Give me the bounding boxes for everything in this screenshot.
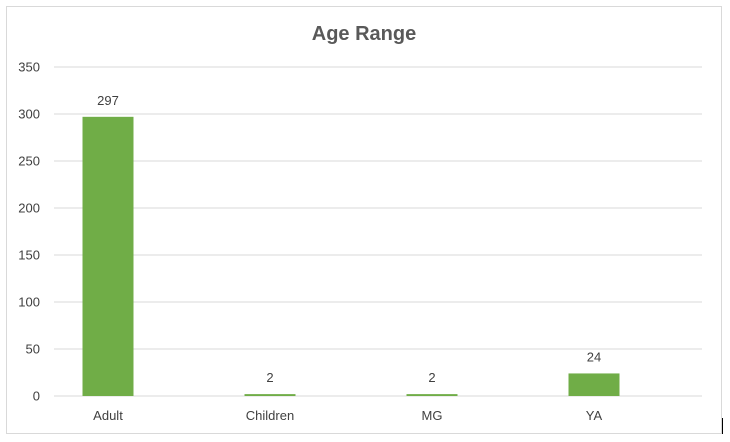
data-label: 2 <box>266 370 273 385</box>
bar-children <box>244 394 296 396</box>
x-category-label: YA <box>586 408 603 423</box>
x-category-label: Children <box>246 408 294 423</box>
y-tick-label: 200 <box>18 201 40 216</box>
y-tick-label: 100 <box>18 295 40 310</box>
data-label: 297 <box>97 93 119 108</box>
x-category-label: Adult <box>93 408 123 423</box>
y-tick-label: 50 <box>26 342 40 357</box>
y-tick-label: 150 <box>18 248 40 263</box>
y-tick-label: 300 <box>18 107 40 122</box>
bar-adult <box>82 116 134 396</box>
y-tick-label: 250 <box>18 154 40 169</box>
y-tick-label: 0 <box>33 389 40 404</box>
bars <box>82 116 620 396</box>
x-axis-categories: Adult Children MG YA <box>93 408 602 423</box>
y-tick-label: 350 <box>18 60 40 75</box>
bar-mg <box>406 394 458 396</box>
chart-title: Age Range <box>312 23 416 45</box>
x-category-label: MG <box>422 408 443 423</box>
y-axis-ticks: 0 50 100 150 200 250 300 350 <box>18 60 40 404</box>
data-labels: 297 2 2 24 <box>97 93 601 385</box>
data-label: 24 <box>587 349 601 364</box>
gridlines <box>54 66 702 397</box>
bar-ya <box>568 373 620 396</box>
data-label: 2 <box>428 370 435 385</box>
text-cursor <box>722 418 723 434</box>
